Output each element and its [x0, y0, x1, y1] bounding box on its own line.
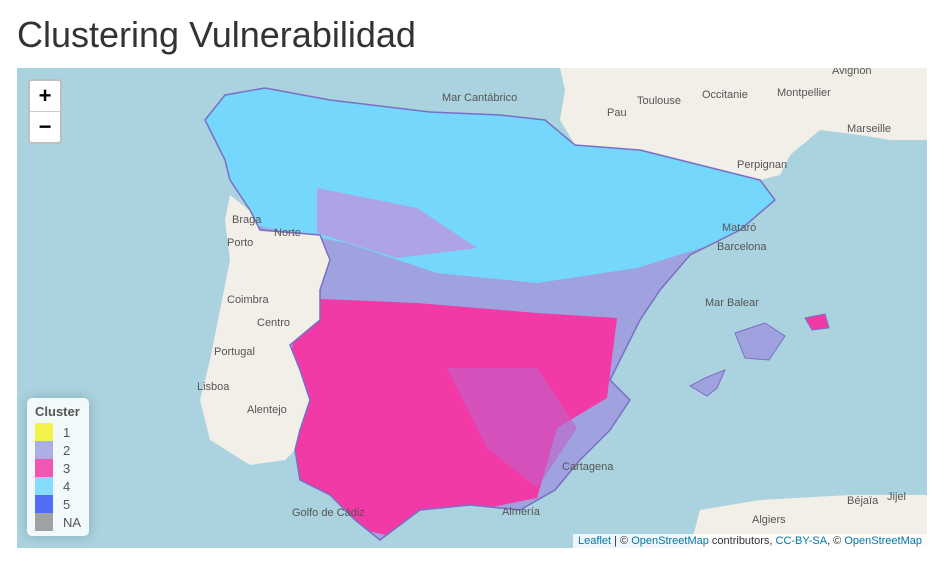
legend-label: 1 [63, 424, 71, 440]
page-title: Clustering Vulnerabilidad [17, 14, 416, 55]
map-label: Almería [502, 506, 541, 518]
legend-swatch [35, 459, 53, 477]
island [688, 369, 726, 397]
map-label: Béjaïa [847, 495, 879, 507]
legend-label: 2 [63, 442, 71, 458]
legend-item: 3 [35, 459, 89, 477]
map-label: Barcelona [717, 241, 767, 253]
map-label: Avignon [832, 68, 872, 77]
island [734, 322, 786, 361]
attribution-link[interactable]: OpenStreetMap [844, 535, 922, 547]
map-label: Porto [227, 237, 253, 249]
legend-swatch [35, 495, 53, 513]
map-label: Pau [607, 107, 627, 119]
map-label: Cartagena [562, 461, 614, 473]
legend-item: 2 [35, 441, 89, 459]
legend-label: 5 [63, 496, 71, 512]
attribution-text: , © [827, 535, 845, 547]
legend-label: NA [63, 514, 82, 530]
zoom-control: + − [28, 79, 62, 144]
map-label: Alentejo [247, 404, 287, 416]
map-label: Norte [274, 227, 301, 239]
attribution-text: | © [611, 535, 632, 547]
legend-swatch [35, 441, 53, 459]
legend-swatch [35, 513, 53, 531]
spain-outline [204, 87, 777, 541]
portugal-land [200, 195, 330, 465]
attribution-link[interactable]: OpenStreetMap [631, 535, 709, 547]
cluster-region [447, 368, 577, 488]
attribution-text: contributors, [708, 535, 776, 547]
legend-label: 3 [63, 460, 71, 476]
legend-label: 4 [63, 478, 71, 494]
map-label: Braga [232, 214, 262, 226]
attribution-link[interactable]: CC-BY-SA [775, 535, 828, 547]
attribution: Leaflet | © OpenStreetMap contributors, … [573, 534, 927, 548]
legend-item: 5 [35, 495, 89, 513]
legend-item: 1 [35, 423, 89, 441]
map-label: Portugal [214, 346, 255, 358]
map[interactable]: Mar Cantábrico Toulouse Occitanie Montpelli… [17, 68, 927, 548]
map-layer: Mar Cantábrico Toulouse Occitanie Montpelli… [197, 68, 927, 548]
map-label: Perpignan [737, 159, 787, 171]
france-land [560, 68, 927, 180]
legend-title: Cluster [35, 404, 80, 419]
legend: Cluster 1 2 3 4 5 NA [27, 398, 89, 536]
map-label: Montpellier [777, 87, 831, 99]
legend-item: 4 [35, 477, 89, 495]
map-label: Mar Balear [705, 297, 759, 309]
map-label: Marseille [847, 123, 891, 135]
attribution-link[interactable]: Leaflet [578, 535, 612, 547]
map-label: Centro [257, 317, 290, 329]
map-label: Toulouse [637, 95, 681, 107]
map-label: Coimbra [227, 294, 269, 306]
legend-swatch [35, 423, 53, 441]
legend-swatch [35, 477, 53, 495]
map-label: Lisboa [197, 381, 230, 393]
map-label: Mar Cantábrico [442, 92, 517, 104]
map-label: Occitanie [702, 89, 748, 101]
map-label: Golfo de Cádiz [292, 507, 365, 519]
zoom-in-button[interactable]: + [30, 81, 60, 112]
map-label: Algiers [752, 514, 786, 526]
map-label: Mataró [722, 222, 756, 234]
zoom-out-button[interactable]: − [38, 114, 52, 139]
map-label: Jijel [887, 491, 906, 503]
cluster-region [317, 188, 477, 258]
legend-item: NA [35, 513, 89, 531]
island [804, 313, 830, 331]
